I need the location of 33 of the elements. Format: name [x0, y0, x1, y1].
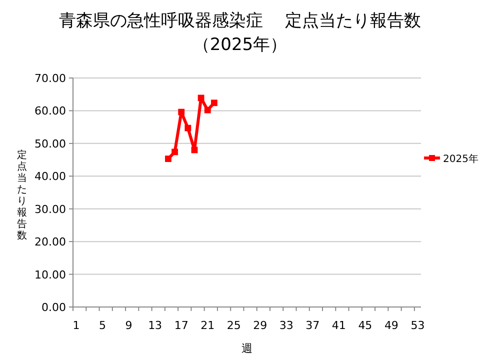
y-tick-label: 30.00 [34, 202, 66, 216]
x-tick-label: 41 [332, 319, 346, 332]
y-tick-label: 50.00 [34, 137, 66, 150]
point [178, 108, 185, 116]
point [165, 156, 172, 162]
x-tick-label: 5 [99, 319, 106, 332]
y-tick-label: 0.00 [42, 301, 66, 314]
x-tick-label: 1 [72, 319, 80, 332]
x-tick-label: 53 [410, 319, 425, 332]
y-tick-label: 60.00 [34, 104, 66, 118]
x-tick-label: 49 [384, 319, 398, 332]
x-tick-label: 21 [200, 319, 215, 332]
chart-title: 青森県の急性呼吸器感染症 定点当たり報告数 [58, 11, 422, 31]
x-tick-label: 33 [279, 319, 294, 332]
y-axis-title: 定点当たり報告数 [17, 149, 27, 242]
point [172, 148, 178, 156]
x-tick-label: 17 [174, 319, 188, 332]
point [204, 106, 211, 114]
x-tick-label: 29 [253, 319, 268, 332]
y-tick-label: 40.00 [34, 170, 66, 184]
point [210, 100, 218, 106]
x-tick-label: 13 [148, 319, 162, 332]
chart-subtitle: （2025年） [192, 35, 288, 55]
y-tick-label: 20.00 [34, 236, 66, 249]
point [184, 124, 192, 132]
x-tick-label: 45 [358, 319, 372, 332]
x-tick-label: 37 [306, 319, 320, 332]
x-tick-label: 9 [125, 319, 132, 332]
y-tick-label: 70.00 [34, 72, 66, 85]
x-tick-label: 25 [226, 319, 241, 332]
y-tick-label: 10.00 [34, 268, 66, 282]
x-axis-title: 週 [242, 342, 252, 355]
legend-label: 2025年 [443, 153, 478, 165]
